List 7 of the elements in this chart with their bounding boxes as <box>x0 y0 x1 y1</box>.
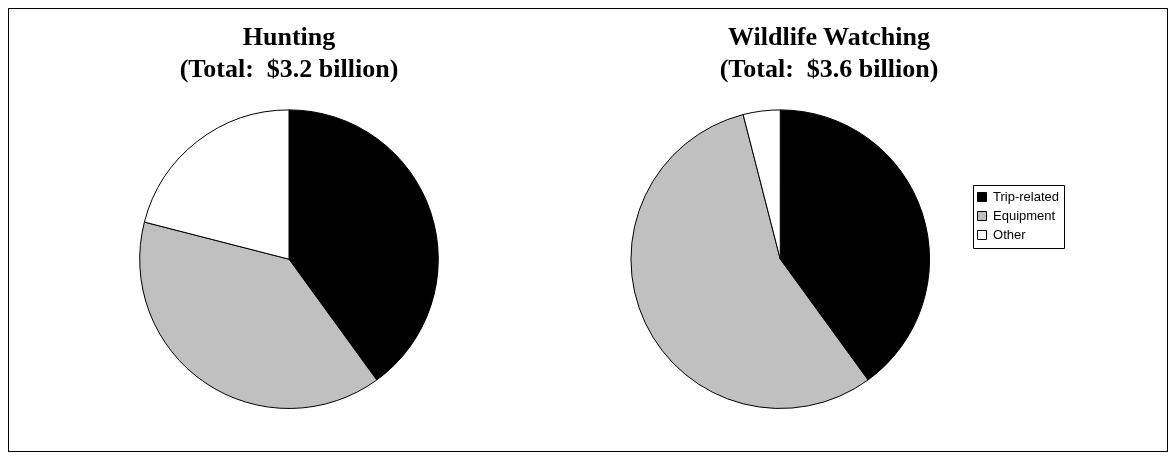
chart-subtitle: (Total: $3.6 billion) <box>719 53 939 83</box>
chart-subtitle: (Total: $3.2 billion) <box>179 53 399 83</box>
chart-title: Wildlife Watching <box>727 22 931 52</box>
legend-label: Other <box>993 226 1027 242</box>
legend-label: Trip-related <box>993 188 1059 204</box>
legend-label: Equipment <box>993 207 1056 223</box>
chart-title: Hunting <box>242 22 336 52</box>
